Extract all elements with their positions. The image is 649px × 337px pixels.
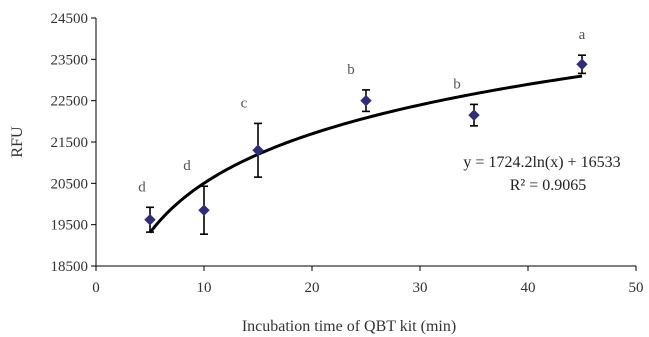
- y-axis-label: RFU: [9, 126, 26, 158]
- y-tick-label: 21500: [51, 135, 89, 151]
- data-points: [144, 58, 588, 226]
- axes: [91, 17, 637, 271]
- error-bars: [146, 54, 586, 235]
- data-point: [144, 213, 156, 226]
- x-tick-label: 0: [92, 280, 100, 296]
- x-tick-label: 50: [629, 280, 644, 296]
- significance-label: b: [453, 76, 461, 92]
- significance-label: d: [138, 179, 146, 195]
- data-point: [360, 94, 372, 107]
- data-point: [252, 144, 264, 156]
- data-point: [468, 109, 480, 121]
- data-point: [198, 204, 210, 216]
- y-tick-label: 22500: [51, 94, 89, 110]
- x-tick-label: 10: [197, 280, 212, 296]
- trendline-equation: y = 1724.2ln(x) + 16533: [463, 154, 620, 171]
- y-tick-label: 19500: [51, 218, 89, 234]
- y-tick-label: 24500: [51, 11, 89, 27]
- x-axis-label: Incubation time of QBT kit (min): [242, 318, 456, 335]
- significance-label: d: [183, 158, 191, 174]
- significance-label: a: [579, 27, 586, 43]
- data-point: [576, 58, 588, 71]
- trendline-r-squared: R² = 0.9065: [510, 177, 587, 194]
- trendline: [148, 74, 583, 234]
- significance-labels: d d c b b a: [138, 27, 585, 195]
- y-tick-label: 18500: [51, 259, 89, 275]
- significance-label: b: [347, 62, 355, 78]
- tick-labels: 18500 19500 20500 21500 22500 23500 24500 0 10 20…: [51, 11, 644, 296]
- y-tick-label: 20500: [51, 176, 89, 192]
- x-tick-label: 20: [305, 280, 320, 296]
- x-tick-label: 30: [413, 280, 428, 296]
- x-tick-label: 40: [521, 280, 536, 296]
- y-tick-label: 23500: [51, 52, 89, 68]
- significance-label: c: [241, 95, 248, 111]
